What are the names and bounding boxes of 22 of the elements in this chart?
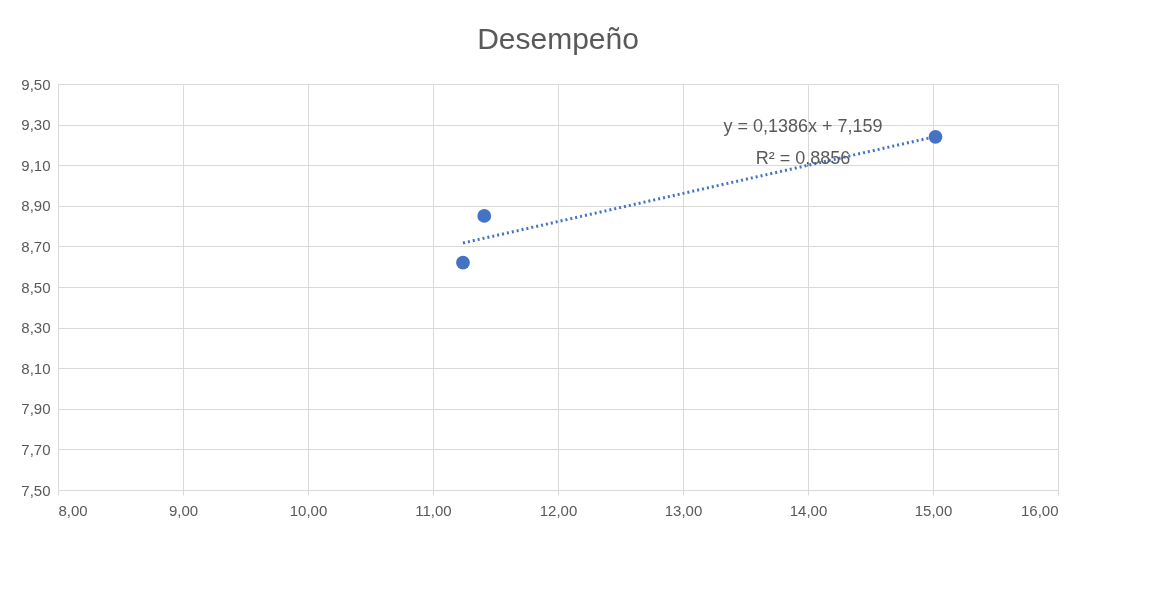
y-tick-label: 9,30 [21, 116, 51, 134]
y-tick-label: 7,70 [21, 440, 51, 458]
y-tick-label: 8,10 [21, 359, 51, 377]
y-tick-label: 9,50 [21, 75, 51, 93]
x-tick-label: 13,00 [664, 501, 703, 519]
x-tick-label: 12,00 [539, 501, 578, 519]
x-tick-label: 14,00 [789, 501, 828, 519]
y-tick-label: 8,30 [21, 319, 51, 337]
x-tick-label: 10,00 [289, 501, 328, 519]
x-tick-label: 8,00 [58, 501, 88, 519]
x-tick-label: 9,00 [168, 501, 199, 519]
x-tick-label: 16,00 [1020, 501, 1059, 519]
y-tick-label: 8,50 [21, 278, 51, 296]
annotation: y = 0,1386x + 7,159 [723, 115, 883, 136]
chart-title: Desempeño [477, 22, 639, 55]
x-tick-label: 15,00 [914, 501, 953, 519]
y-tick-label: 7,90 [21, 400, 51, 418]
y-tick-label: 7,50 [21, 481, 51, 499]
y-tick-label: 9,10 [21, 156, 51, 174]
x-tick-label: 11,00 [415, 501, 452, 519]
y-tick-label: 8,70 [21, 237, 51, 255]
y-tick-label: 8,90 [21, 197, 51, 215]
